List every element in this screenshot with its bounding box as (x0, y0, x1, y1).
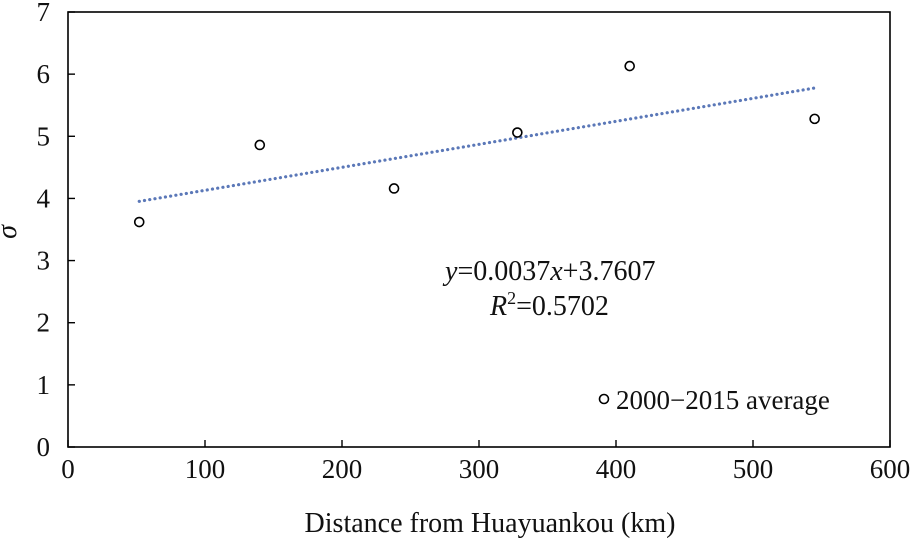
data-point (133, 216, 145, 228)
data-point (809, 113, 820, 125)
y-axis-title: σ (0, 224, 23, 239)
y-tick-label: 7 (37, 0, 51, 27)
x-axis-title: Distance from Huayuankou (km) (305, 508, 676, 539)
y-tick-label: 6 (37, 59, 51, 89)
trendline-equation: y=0.0037x+3.7607 (442, 256, 655, 287)
plot-frame (67, 11, 891, 448)
trendline (137, 86, 817, 203)
y-axis-ticks: 0 1 2 3 4 5 6 7 (37, 0, 75, 462)
r-squared: R2=0.5702 (489, 288, 609, 322)
data-point (512, 127, 523, 138)
plot-border (67, 11, 891, 448)
x-tick-label: 300 (459, 454, 500, 484)
x-tick-label: 100 (185, 454, 226, 484)
x-axis-ticks: 0 100 200 300 400 500 600 (61, 440, 910, 484)
legend-marker (598, 393, 610, 405)
trendline-path (137, 86, 817, 203)
y-tick-label: 0 (37, 432, 51, 462)
data-point (388, 183, 400, 194)
x-tick-label: 500 (733, 454, 774, 484)
y-tick-label: 2 (37, 308, 51, 338)
legend: 2000−2015 average (598, 385, 830, 415)
data-point (254, 139, 266, 151)
x-tick-label: 400 (596, 454, 637, 484)
x-tick-label: 600 (870, 454, 911, 484)
data-point (624, 60, 636, 72)
x-tick-label: 0 (61, 454, 75, 484)
legend-label: 2000−2015 average (616, 385, 830, 415)
y-tick-label: 3 (37, 246, 51, 276)
x-tick-label: 200 (322, 454, 363, 484)
data-points (133, 60, 820, 228)
y-tick-label: 1 (37, 370, 51, 400)
y-tick-label: 4 (37, 183, 51, 213)
y-tick-label: 5 (37, 121, 51, 151)
